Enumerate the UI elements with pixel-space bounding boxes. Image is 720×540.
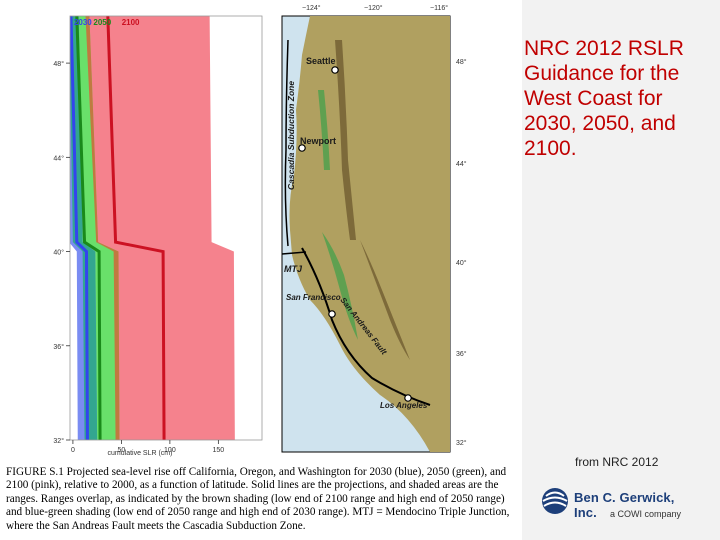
x-tick-label-100: 100 [164,447,176,454]
x-tick-label-150: 150 [213,447,225,454]
source-note: from NRC 2012 [575,455,659,469]
figure-caption: FIGURE S.1 Projected sea-level rise off … [6,466,518,533]
chart-frame [69,15,263,441]
map-lon-label-116: −116° [430,4,448,12]
y-tick-label-48: 48° [53,60,64,68]
map-subduction-zone-line [284,39,289,247]
map-lat-label-44: 44° [456,160,467,168]
map-land [289,16,450,452]
map-mtj-line [281,251,307,255]
map-label-seattle: Seattle [306,56,336,66]
slr-chart: 32° 36° 40° 44° 48° 0 50 100 150 2030 2050 2100 cum… [53,15,263,457]
logo-subtitle: a COWI company [610,509,682,519]
chart-plot-area [70,16,235,440]
side-panel [522,0,720,540]
map-lon-label-124: −124° [302,4,321,12]
map-cascade-range [335,40,356,240]
slide-title: NRC 2012 RSLR Guidance for the West Coas… [524,37,684,160]
projection-line-2100 [106,16,166,440]
map-marker-san-francisco [328,310,336,318]
chart-x-axis-label: cumulative SLR (cm) [108,450,173,457]
overlap-brown-band [85,16,120,440]
legend-entry-2030: 2030 [74,18,92,27]
map-marker-los-angeles [404,394,412,402]
x-tick-label-50: 50 [117,447,125,454]
map-lat-label-48: 48° [456,58,467,66]
logo-globe-icon [542,488,568,514]
projection-line-2050 [75,16,102,440]
x-tick-label-0: 0 [71,447,75,454]
map-sierra-range [360,240,410,360]
y-tick-label-40: 40° [53,249,64,257]
company-logo: Ben C. Gerwick, Inc. a COWI company [540,484,700,524]
y-tick-label-32: 32° [53,437,64,445]
legend-entry-2100: 2100 [122,18,140,27]
map-willamette-valley [318,90,330,170]
map-lat-label-40: 40° [456,259,467,267]
map-label-subduction-zone: Cascadia Subduction Zone [286,81,296,190]
legend-entry-2050: 2050 [93,18,111,27]
map-central-valley [322,232,358,340]
range-band-2100 [85,16,235,440]
range-band-2050 [70,16,120,440]
y-tick-label-44: 44° [53,154,64,162]
nrc-figure: 32° 36° 40° 44° 48° 0 50 100 150 2030 2050 2100 cum… [6,4,518,533]
map-marker-newport [298,144,306,152]
map-label-newport: Newport [300,136,336,146]
map-lat-label-36: 36° [456,350,467,358]
figure-caption-text: FIGURE S.1 Projected sea-level rise off … [6,466,510,532]
map-label-san-francisco: San Francisco [286,293,341,302]
map-lat-label-32: 32° [456,439,467,447]
logo-name: Ben C. Gerwick, Inc. [574,490,675,520]
projection-line-2030 [70,16,89,440]
west-coast-map: Seattle Newport San Francisco Los Angele… [281,4,467,453]
map-san-andreas-fault [301,247,431,406]
y-tick-label-36: 36° [53,343,64,351]
map-label-mtj: MTJ [284,264,303,274]
chart-ranges [70,16,235,440]
overlap-blue-green-band [70,16,98,440]
chart-axes: 32° 36° 40° 44° 48° 0 50 100 150 2030 2050 2100 [53,15,263,454]
map-label-los-angeles: Los Angeles [380,401,428,410]
map-lon-label-120: −120° [364,4,383,12]
map-marker-seattle [331,66,339,74]
